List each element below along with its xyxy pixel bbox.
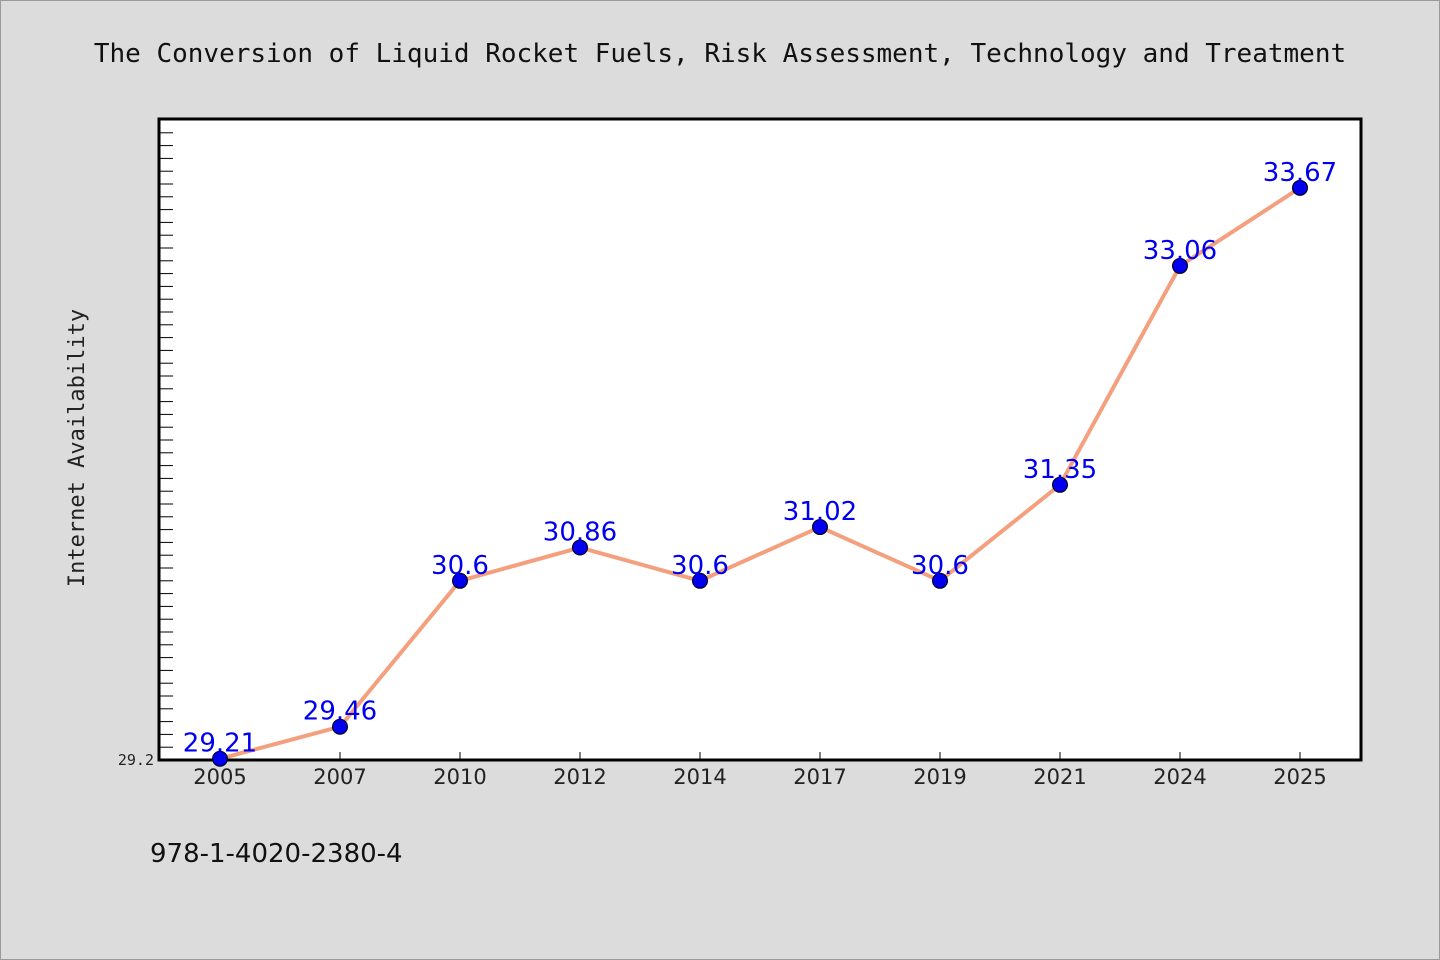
x-tick-label: 2025 <box>1273 765 1326 789</box>
data-point <box>812 519 828 536</box>
data-label: 31.02 <box>783 497 857 527</box>
data-point <box>692 572 708 589</box>
data-point <box>1052 476 1068 493</box>
data-point <box>332 718 348 735</box>
data-label: 33.06 <box>1143 236 1217 266</box>
data-series: 29.21 29.46 30.6 30.86 30.6 31.02 30.6 31.35 33.… <box>183 158 1337 767</box>
x-tick-label: 2019 <box>913 765 966 789</box>
y-axis-ticks: 29.2 <box>118 119 173 769</box>
chart-title: The Conversion of Liquid Rocket Fuels, R… <box>94 39 1346 69</box>
data-point <box>1172 257 1188 274</box>
y-axis-label: Internet Availability <box>65 309 90 587</box>
data-label: 29.21 <box>183 729 257 759</box>
data-label: 30.6 <box>911 551 969 581</box>
plot-area <box>157 117 1363 762</box>
series-line <box>218 185 1302 761</box>
x-tick-label: 2010 <box>433 765 486 789</box>
x-tick-label: 2017 <box>793 765 846 789</box>
data-label: 30.6 <box>431 551 489 581</box>
x-tick-label: 2021 <box>1033 765 1086 789</box>
data-point <box>572 539 588 556</box>
data-point <box>1292 179 1308 196</box>
data-label: 31.35 <box>1023 455 1097 485</box>
data-point <box>452 572 468 589</box>
data-label: 30.86 <box>543 518 617 548</box>
x-tick-label: 2024 <box>1153 765 1206 789</box>
data-label: 30.6 <box>671 551 729 581</box>
data-point <box>932 572 948 589</box>
data-label: 33.67 <box>1263 158 1337 188</box>
x-tick-label: 2007 <box>313 765 366 789</box>
x-tick-label: 2012 <box>553 765 606 789</box>
footer-isbn: 978-1-4020-2380-4 <box>150 839 403 869</box>
data-label: 29.46 <box>303 697 377 727</box>
x-tick-label: 2005 <box>193 765 246 789</box>
y-tick-label: 29.2 <box>118 751 154 769</box>
x-tick-label: 2014 <box>673 765 726 789</box>
data-point <box>212 750 228 767</box>
x-axis-ticks: 2005 2007 2010 2012 2014 2017 2019 2021 2024 2025 <box>193 752 1327 789</box>
